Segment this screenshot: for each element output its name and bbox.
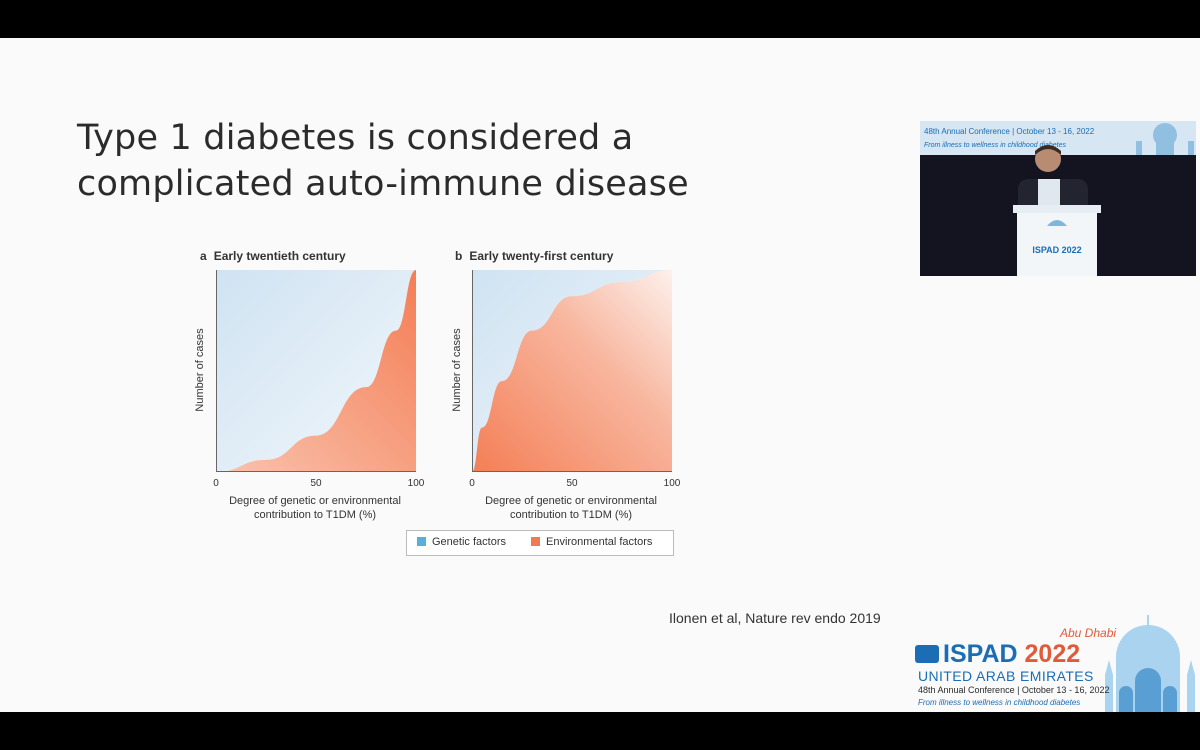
legend-environmental-swatch bbox=[531, 537, 540, 546]
banner-line2: From illness to wellness in childhood di… bbox=[924, 142, 1067, 149]
legend-genetic: Genetic factors bbox=[417, 536, 506, 548]
podium: ISPAD 2022 bbox=[1013, 205, 1101, 276]
chart-a-xtick-0: 0 bbox=[213, 478, 219, 489]
legend-genetic-label: Genetic factors bbox=[432, 536, 506, 548]
video-bottom-letterbox bbox=[0, 712, 1200, 750]
chart-b-plot bbox=[472, 270, 672, 472]
panel-a-letter: a bbox=[200, 249, 207, 263]
logo-conference: 48th Annual Conference | October 13 - 16… bbox=[918, 685, 1110, 695]
panel-a-title-text: Early twentieth century bbox=[213, 249, 346, 263]
chart-a-xtick-50: 50 bbox=[310, 478, 322, 489]
chart-a-ylabel: Number of cases bbox=[194, 328, 206, 412]
podium-text: ISPAD 2022 bbox=[1032, 245, 1081, 255]
panel-b-letter: b bbox=[455, 249, 463, 263]
logo-title: ISPAD 2022 bbox=[915, 640, 1080, 669]
logo-name: ISPAD bbox=[943, 640, 1018, 668]
chart-b-environmental-area bbox=[472, 270, 672, 472]
ispad-logo: Abu Dhabi ISPAD 2022 UNITED ARAB EMIRATE… bbox=[915, 626, 1185, 712]
video-top-letterbox bbox=[0, 0, 1200, 38]
chart-a-environmental-area bbox=[216, 270, 416, 472]
logo-location: Abu Dhabi bbox=[1060, 626, 1117, 640]
logo-country: UNITED ARAB EMIRATES bbox=[918, 668, 1094, 684]
chart-a-xlabel: Degree of genetic or environmental contr… bbox=[229, 495, 401, 521]
legend-environmental-label: Environmental factors bbox=[546, 536, 653, 548]
logo-tagline: From illness to wellness in childhood di… bbox=[918, 698, 1081, 707]
panel-b-title: b Early twenty-first century bbox=[455, 249, 613, 263]
logo-year: 2022 bbox=[1024, 640, 1081, 668]
panel-b-title-text: Early twenty-first century bbox=[469, 249, 614, 263]
chart-b-ylabel: Number of cases bbox=[451, 328, 463, 412]
speaker-video: 48th Annual Conference | October 13 - 16… bbox=[920, 121, 1196, 276]
chart-b-xtick-100: 100 bbox=[663, 478, 681, 489]
logo-mark-icon bbox=[915, 645, 939, 663]
chart-b-xtick-0: 0 bbox=[469, 478, 475, 489]
chart-a-xtick-100: 100 bbox=[407, 478, 425, 489]
chart-legend: Genetic factors Environmental factors bbox=[406, 530, 674, 556]
panel-a-title: a Early twentieth century bbox=[200, 249, 346, 263]
speaker-video-frame: 48th Annual Conference | October 13 - 16… bbox=[920, 121, 1196, 276]
legend-genetic-swatch bbox=[417, 537, 426, 546]
chart-b-xtick-50: 50 bbox=[566, 478, 578, 489]
stage-dome-decor bbox=[1136, 123, 1194, 155]
banner-line1: 48th Annual Conference | October 13 - 16… bbox=[924, 127, 1095, 136]
legend-environmental: Environmental factors bbox=[531, 536, 652, 548]
slide-title: Type 1 diabetes is considered a complica… bbox=[77, 118, 689, 204]
slide-citation: Ilonen et al, Nature rev endo 2019 bbox=[669, 610, 881, 626]
mosque-dome-logo-graphic bbox=[1105, 615, 1195, 712]
chart-b-xlabel: Degree of genetic or environmental contr… bbox=[485, 495, 657, 521]
chart-a-plot bbox=[216, 270, 416, 472]
